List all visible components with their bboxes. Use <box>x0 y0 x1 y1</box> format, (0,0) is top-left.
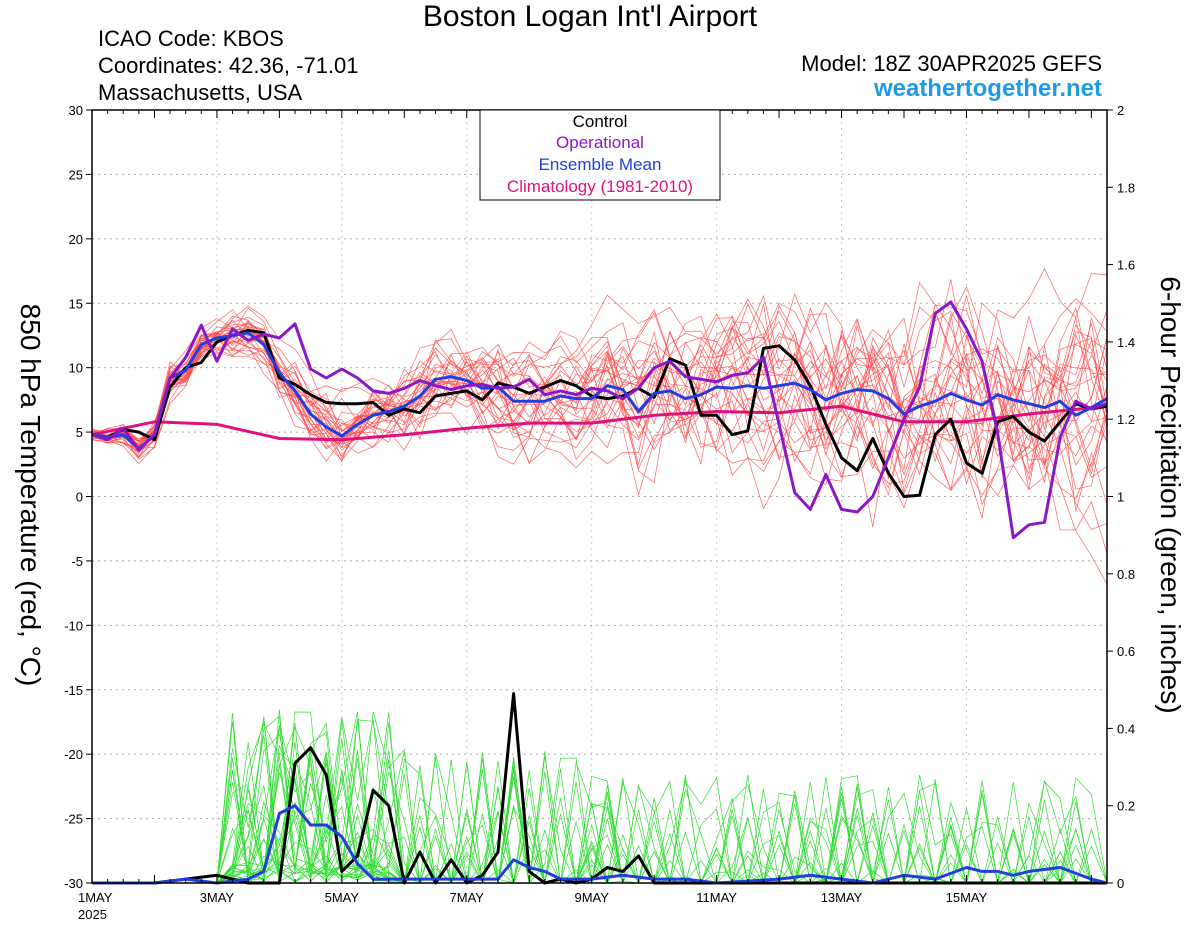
temp-member-line <box>91 303 1108 469</box>
temp-member-line <box>91 285 1108 466</box>
temp-member-line <box>91 307 1108 489</box>
y-left-tick-label: 20 <box>69 232 83 247</box>
y-left-tick-label: 15 <box>69 296 83 311</box>
model-run: Model: 18Z 30APR2025 GEFS <box>801 51 1102 76</box>
y-left-tick-label: 5 <box>76 425 83 440</box>
precip-member-line <box>92 758 1107 885</box>
x-tick-label: 3MAY <box>200 890 235 905</box>
temp-member-line <box>91 279 1108 497</box>
legend-control: Control <box>573 112 628 131</box>
y-right-tick-label: 1.8 <box>1117 180 1135 195</box>
legend-climatology: Climatology (1981-2010) <box>507 177 693 196</box>
legend-ensemble-mean: Ensemble Mean <box>539 155 662 174</box>
mean-temp-line <box>91 331 1108 451</box>
y-left-tick-label: -15 <box>64 683 83 698</box>
page-title: Boston Logan Int'l Airport <box>422 0 758 33</box>
y-right-tick-label: 0.4 <box>1117 721 1135 736</box>
y-right-tick-label: 1.4 <box>1117 335 1135 350</box>
legend: Control Operational Ensemble Mean Climat… <box>479 109 721 201</box>
x-tick-year: 2025 <box>78 907 107 922</box>
precip-members <box>92 709 1108 885</box>
y-right-tick-label: 0.2 <box>1117 799 1135 814</box>
y-left-tick-label: 30 <box>69 103 83 118</box>
mean-precip-line <box>92 804 1108 885</box>
site-link[interactable]: weathertogether.net <box>873 75 1102 102</box>
y-left-tick-label: 10 <box>69 361 83 376</box>
temp-member-line <box>91 326 1108 495</box>
operational-temp-line <box>91 300 1108 540</box>
precip-member-line <box>92 726 1107 884</box>
y-left-tick-label: -10 <box>64 618 83 633</box>
coordinates: Coordinates: 42.36, -71.01 <box>98 53 359 78</box>
precip-member-line <box>92 709 1107 884</box>
region: Massachusetts, USA <box>98 80 303 105</box>
y-right-tick-label: 1.2 <box>1117 412 1135 427</box>
temp-member-line <box>91 335 1108 530</box>
y-left-tick-label: 0 <box>76 490 83 505</box>
y-right-tick-label: 1 <box>1117 490 1124 505</box>
y-left-tick-label: -5 <box>71 554 83 569</box>
temp-member-line <box>91 309 1108 492</box>
grid <box>91 110 1107 883</box>
plot-frame <box>91 109 1108 884</box>
temp-member-line <box>91 295 1108 453</box>
x-tick-label: 9MAY <box>574 890 609 905</box>
axes: 302520151050-5-10-15-20-25-3021.81.61.41… <box>64 103 1135 922</box>
precip-member-line <box>92 722 1107 884</box>
temp-member-line <box>91 328 1108 585</box>
y-left-tick-label: -30 <box>64 876 83 891</box>
climatology-line <box>91 404 1108 442</box>
y-left-tick-label: 25 <box>69 167 83 182</box>
y-left-tick-label: -25 <box>64 812 83 827</box>
control-temp-line <box>91 328 1108 498</box>
x-tick-label: 7MAY <box>450 890 485 905</box>
main-series <box>91 300 1108 885</box>
y-right-tick-label: 0 <box>1117 876 1124 891</box>
legend-operational: Operational <box>556 133 644 152</box>
y-right-tick-label: 1.6 <box>1117 258 1135 273</box>
legend-box <box>479 109 721 201</box>
x-tick-label: 5MAY <box>325 890 360 905</box>
precip-member-line <box>92 742 1107 885</box>
x-tick-label: 1MAY <box>78 890 113 905</box>
x-tick-label: 13MAY <box>821 890 863 905</box>
temp-member-line <box>91 313 1108 512</box>
x-tick-label: 15MAY <box>946 890 988 905</box>
temp-member-line <box>91 317 1108 497</box>
y-right-tick-label: 0.8 <box>1117 567 1135 582</box>
x-tick-label: 11MAY <box>696 890 737 905</box>
icao-code: ICAO Code: KBOS <box>98 26 284 51</box>
temp-member-line <box>91 329 1108 490</box>
y-right-tick-label: 2 <box>1117 103 1124 118</box>
y-left-tick-label: -20 <box>64 747 83 762</box>
y-right-tick-label: 0.6 <box>1117 644 1135 659</box>
